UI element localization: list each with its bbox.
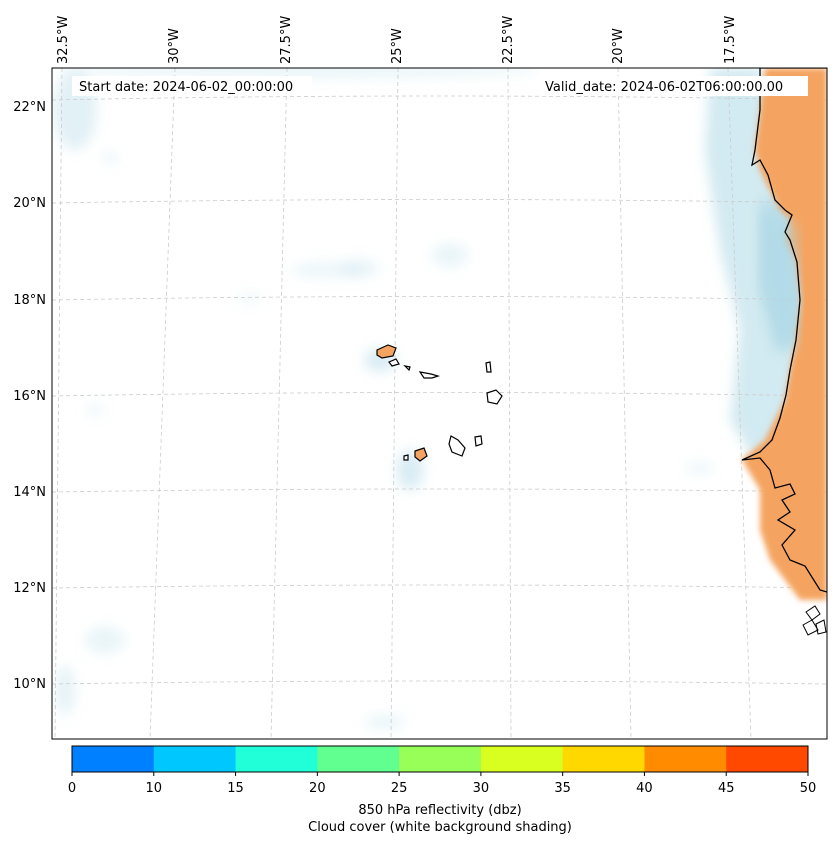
colorbar-ticks: 0 10 15 20 25 30 35 40 45 50: [68, 772, 816, 796]
island-sao-nicolau: [418, 371, 441, 379]
start-date-box: [72, 76, 312, 96]
lon-label: 22.5°W: [501, 16, 516, 64]
island-santiago: [448, 435, 466, 457]
lat-label: 22°N: [13, 100, 46, 115]
lat-label: 20°N: [13, 196, 46, 211]
colorbar-segment: [480, 746, 564, 772]
latitude-labels: 22°N 20°N 18°N 16°N 14°N 12°N 10°N: [13, 100, 46, 692]
island-sal: [485, 361, 492, 373]
colorbar-segment: [399, 746, 482, 772]
colorbar-tick-label: 0: [68, 781, 76, 796]
island-santa-luzia: [403, 365, 411, 372]
africa-coast-landmass: [741, 68, 827, 636]
colorbar-segment: [562, 746, 645, 772]
longitude-labels: 32.5°W 30°W 27.5°W 25°W 22.5°W 20°W 17.5…: [56, 16, 738, 64]
colorbar-tick-label: 10: [146, 781, 163, 796]
island-maio: [474, 435, 483, 447]
colorbar-tick-label: 30: [473, 781, 490, 796]
lon-label: 32.5°W: [56, 16, 71, 64]
island-santo-antao: [376, 344, 397, 359]
colorbar-segment: [726, 746, 809, 772]
lat-label: 12°N: [13, 581, 46, 596]
colorbar-tick-label: 45: [718, 781, 735, 796]
colorbar-segment: [644, 746, 727, 772]
colorbar-segment: [153, 746, 237, 772]
valid-date-box: [539, 76, 808, 96]
cape-verde-islands: [376, 344, 503, 462]
map-panel: [52, 68, 827, 739]
colorbar-frame: [71, 745, 809, 773]
lat-label: 18°N: [13, 293, 46, 308]
island-fogo: [414, 447, 428, 462]
colorbar-segment: [235, 746, 318, 772]
colorbar-segment: [317, 746, 400, 772]
colorbar: 0 10 15 20 25 30 35 40 45 50 850 hPa reflectivity…: [68, 745, 816, 835]
island-boa-vista: [486, 389, 503, 405]
lat-label: 16°N: [13, 389, 46, 404]
colorbar-segments: [72, 746, 809, 772]
lat-label: 10°N: [13, 677, 46, 692]
colorbar-tick-label: 35: [554, 781, 571, 796]
lon-label: 30°W: [167, 28, 182, 64]
colorbar-segment: [72, 746, 155, 772]
colorbar-tick-label: 50: [800, 781, 817, 796]
lon-label: 20°W: [611, 28, 626, 64]
start-date-label: Start date: 2024-06-02_00:00:00: [79, 80, 293, 95]
colorbar-label-line2: Cloud cover (white background shading): [308, 820, 572, 835]
colorbar-tick-label: 15: [227, 781, 244, 796]
colorbar-tick-label: 40: [636, 781, 653, 796]
lon-label: 25°W: [390, 28, 405, 64]
lon-label: 27.5°W: [279, 16, 294, 64]
map-frame: [51, 67, 828, 740]
gridlines: [52, 68, 827, 739]
colorbar-label-line1: 850 hPa reflectivity (dbz): [358, 803, 521, 818]
island-sao-vicente: [388, 358, 400, 367]
lat-label: 14°N: [13, 485, 46, 500]
colorbar-tick-label: 20: [309, 781, 326, 796]
colorbar-tick-label: 25: [391, 781, 408, 796]
island-brava: [403, 454, 409, 461]
valid-date-label: Valid_date: 2024-06-02T06:00:00.00: [545, 80, 783, 95]
lon-label: 17.5°W: [723, 16, 738, 64]
